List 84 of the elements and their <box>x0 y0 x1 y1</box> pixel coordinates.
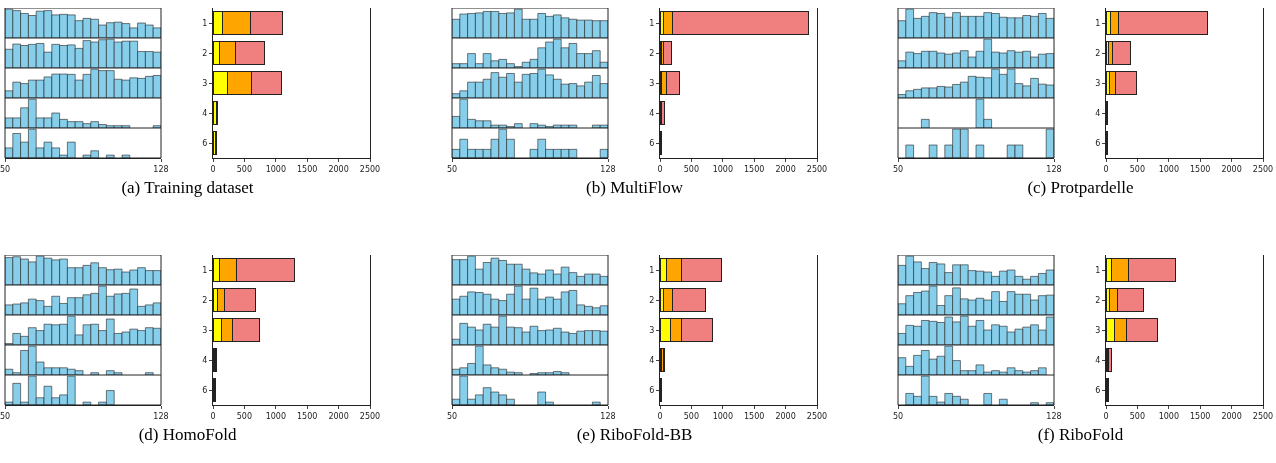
y-tick-label: 6 <box>1095 138 1101 148</box>
y-tick-label: 1 <box>202 265 208 275</box>
x-tick-label: 1500 <box>744 164 765 174</box>
x-tick-label: 1000 <box>1158 411 1179 421</box>
x-tick-label: 1000 <box>712 164 733 174</box>
x-tick-label: 1500 <box>1190 411 1211 421</box>
text: (c) Protpardelle <box>1026 178 1135 198</box>
y-tick-label: 6 <box>202 138 208 148</box>
x-tick-label: 2000 <box>1221 411 1242 421</box>
y-tick-label: 4 <box>1095 355 1101 365</box>
x-tick-label: 500 <box>683 411 700 421</box>
x-tick-label: 2500 <box>1252 164 1274 174</box>
y-tick-label: 6 <box>202 385 208 395</box>
text: (e) RiboFold-BB <box>575 425 694 445</box>
x-tick-label: 500 <box>236 411 253 421</box>
y-tick-label: 2 <box>202 48 208 58</box>
y-tick-label: 1 <box>649 265 655 275</box>
y-tick-label: 4 <box>1095 108 1101 118</box>
x-tick-label: 1500 <box>297 411 318 421</box>
x-tick-label: 1000 <box>265 164 286 174</box>
y-tick-label: 3 <box>202 325 208 335</box>
x-tick-label: 2500 <box>806 411 828 421</box>
x-tick-label: 0 <box>657 164 663 174</box>
text: (d) HomoFold <box>137 425 238 445</box>
y-tick-label: 2 <box>649 295 655 305</box>
x-tick-label: 50 <box>0 411 11 421</box>
x-tick-label: 0 <box>210 411 216 421</box>
x-tick-label: 500 <box>1129 164 1146 174</box>
x-tick-label: 2000 <box>775 164 796 174</box>
x-tick-label: 0 <box>210 164 216 174</box>
x-tick-label: 1500 <box>744 411 765 421</box>
y-tick-label: 1 <box>202 18 208 28</box>
y-tick-label: 4 <box>649 355 655 365</box>
y-tick-label: 2 <box>1095 295 1101 305</box>
x-tick-label: 2000 <box>328 164 349 174</box>
x-tick-label: 2500 <box>806 164 828 174</box>
y-tick-label: 3 <box>1095 78 1101 88</box>
x-tick-label: 500 <box>1129 411 1146 421</box>
x-tick-label: 50 <box>0 164 11 174</box>
y-tick-label: 6 <box>649 138 655 148</box>
x-tick-label: 1500 <box>1190 164 1211 174</box>
x-tick-label: 1000 <box>712 411 733 421</box>
y-tick-label: 3 <box>202 78 208 88</box>
y-tick-label: 3 <box>649 325 655 335</box>
x-tick-label: 2000 <box>775 411 796 421</box>
y-tick-label: 1 <box>1095 265 1101 275</box>
text: (f) RiboFold <box>1036 425 1125 445</box>
x-tick-label: 0 <box>1103 164 1109 174</box>
x-tick-label: 2000 <box>328 411 349 421</box>
x-tick-label: 2500 <box>1252 411 1274 421</box>
x-tick-label: 50 <box>446 164 458 174</box>
x-tick-label: 128 <box>153 411 169 421</box>
x-tick-label: 128 <box>600 411 616 421</box>
y-tick-label: 1 <box>1095 18 1101 28</box>
y-tick-label: 3 <box>649 78 655 88</box>
x-tick-label: 500 <box>683 164 700 174</box>
y-tick-label: 1 <box>649 18 655 28</box>
x-tick-label: 1000 <box>265 411 286 421</box>
y-tick-label: 4 <box>202 355 208 365</box>
y-tick-label: 4 <box>649 108 655 118</box>
y-tick-label: 4 <box>202 108 208 118</box>
x-tick-label: 1000 <box>1158 164 1179 174</box>
x-tick-label: 50 <box>446 411 458 421</box>
x-tick-label: 0 <box>1103 411 1109 421</box>
y-tick-label: 6 <box>1095 385 1101 395</box>
y-tick-label: 2 <box>649 48 655 58</box>
x-tick-label: 1500 <box>297 164 318 174</box>
y-tick-label: 2 <box>202 295 208 305</box>
x-tick-label: 128 <box>1046 164 1062 174</box>
x-tick-label: 50 <box>892 411 904 421</box>
text: (b) MultiFlow <box>585 178 684 198</box>
x-tick-label: 2000 <box>1221 164 1242 174</box>
y-tick-label: 2 <box>1095 48 1101 58</box>
x-tick-label: 128 <box>1046 411 1062 421</box>
x-tick-label: 128 <box>600 164 616 174</box>
x-tick-label: 128 <box>153 164 169 174</box>
x-tick-label: 0 <box>657 411 663 421</box>
x-tick-label: 2500 <box>359 411 381 421</box>
x-tick-label: 50 <box>892 164 904 174</box>
y-tick-label: 6 <box>649 385 655 395</box>
x-tick-label: 2500 <box>359 164 381 174</box>
x-tick-label: 500 <box>236 164 253 174</box>
y-tick-label: 3 <box>1095 325 1101 335</box>
text: (a) Training dataset <box>120 178 255 198</box>
